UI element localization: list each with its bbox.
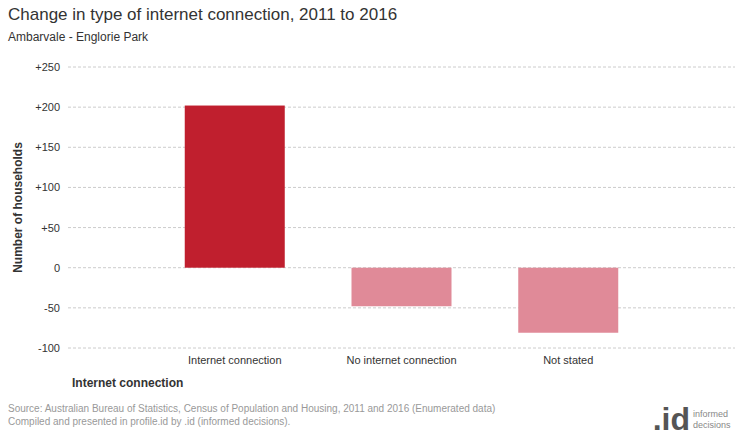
y-tick-label: -100: [38, 342, 60, 354]
grid-line: [68, 307, 735, 308]
chart: Change in type of internet connection, 2…: [0, 0, 740, 440]
grid-line: [68, 348, 735, 349]
title: Change in type of internet connection, 2…: [8, 5, 397, 24]
source: Compiled and presented in profile.id by …: [8, 416, 290, 427]
grid-line: [68, 147, 735, 148]
grid-line: [68, 187, 735, 188]
x-axis-label: Internet connection: [72, 376, 183, 390]
y-axis-label: Number of households: [11, 142, 25, 273]
y-tick-label: +200: [35, 101, 60, 113]
y-tick-label: +100: [35, 181, 60, 193]
bars: [185, 106, 619, 333]
y-tick-label: 0: [54, 262, 60, 274]
x-tick-label: No internet connection: [346, 354, 456, 366]
bar: [518, 268, 618, 333]
grid: [68, 67, 735, 348]
grid-line: [68, 227, 735, 228]
y-tick-label: +150: [35, 141, 60, 153]
logo: .id: [653, 401, 690, 437]
x-tick-label: Internet connection: [188, 354, 282, 366]
y-tick-label: -50: [44, 302, 60, 314]
x-tick-label: Not stated: [543, 354, 593, 366]
grid-line: [68, 67, 735, 68]
grid-line: [68, 107, 735, 108]
subtitle: Ambarvale - Englorie Park: [8, 30, 149, 44]
source: Source: Australian Bureau of Statistics,…: [8, 403, 495, 414]
y-tick-label: +250: [35, 61, 60, 73]
bar: [185, 106, 285, 268]
bar: [352, 268, 452, 307]
y-tick-label: +50: [41, 222, 60, 234]
logo-text: informed: [693, 409, 728, 419]
logo-text: decisions: [693, 420, 731, 430]
